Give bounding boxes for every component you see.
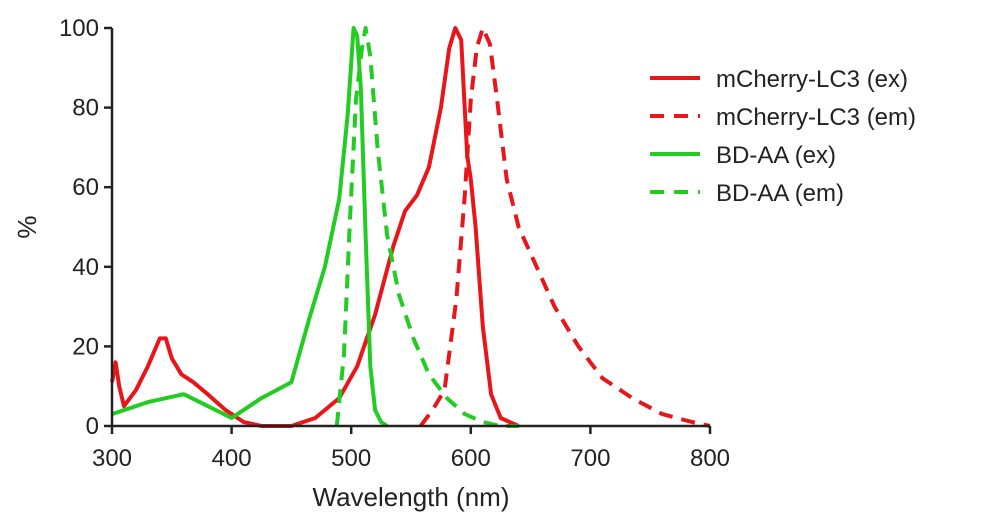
plot-area — [110, 26, 711, 428]
series-line-4 — [334, 26, 519, 428]
series-line-3 — [111, 26, 389, 428]
x-tick-label: 400 — [212, 445, 252, 472]
y-tick-label: 60 — [72, 174, 99, 201]
x-tick-label: 800 — [690, 445, 730, 472]
x-tick-label: 700 — [570, 445, 610, 472]
x-axis-title: Wavelength (nm) — [313, 482, 510, 512]
x-tick-label: 300 — [92, 445, 132, 472]
x-ticks: 300 400 500 600 700 800 — [92, 426, 730, 472]
y-tick-label: 80 — [72, 95, 99, 122]
y-tick-label: 100 — [59, 15, 99, 42]
y-axis-title: % — [12, 215, 42, 238]
legend-label-1: mCherry-LC3 (ex) — [716, 66, 908, 93]
y-tick-label: 40 — [72, 254, 99, 281]
legend-label-2: mCherry-LC3 (em) — [716, 104, 916, 131]
series-line-1 — [110, 26, 520, 428]
series-line-2 — [418, 26, 711, 428]
axes: 300 400 500 600 700 800 0 20 40 60 80 100 Waveleng… — [12, 15, 730, 512]
legend-label-3: BD-AA (ex) — [716, 142, 836, 169]
x-tick-label: 600 — [451, 445, 491, 472]
y-ticks: 0 20 40 60 80 100 — [59, 15, 112, 440]
y-tick-label: 0 — [86, 413, 99, 440]
legend-label-4: BD-AA (em) — [716, 180, 844, 207]
x-tick-label: 500 — [331, 445, 371, 472]
legend: mCherry-LC3 (ex) mCherry-LC3 (em) BD-AA (e… — [650, 66, 916, 207]
y-tick-label: 20 — [72, 333, 99, 360]
